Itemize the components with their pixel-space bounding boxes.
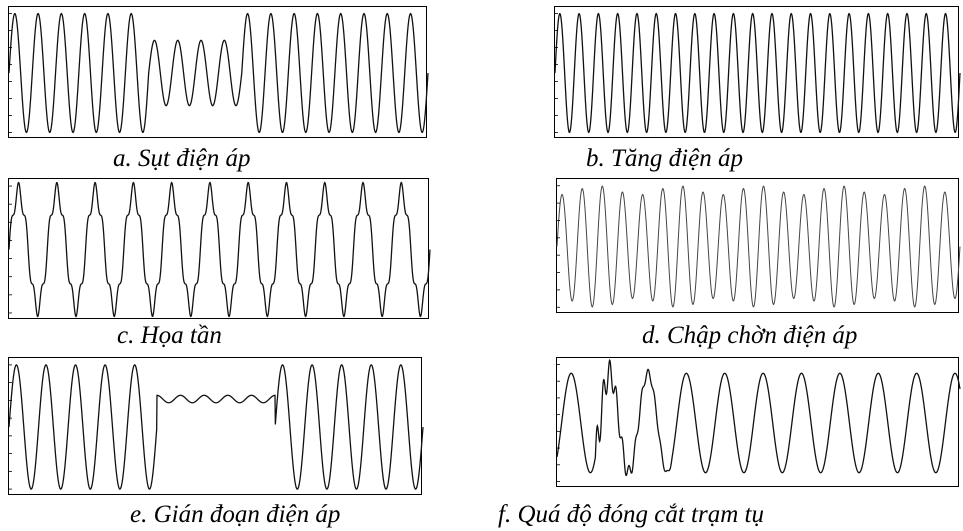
caption-harmonics: c. Họa tần [117,322,222,349]
plot-harmonics [8,178,431,319]
waveform-d [556,185,961,308]
waveform-b [554,12,961,134]
waveform-a [8,12,429,134]
caption-sag: a. Sụt điện áp [113,145,251,172]
plot-swell [554,6,961,138]
chart-flicker [556,185,961,308]
plot-capacitor-transient [556,357,961,487]
chart-swell [554,12,961,134]
caption-capacitor-transient: f. Quá độ đóng cắt trạm tụ [498,501,764,528]
chart-capacitor-transient [556,358,961,482]
waveform-c [8,181,431,318]
caption-swell: b. Tăng điện áp [586,145,743,172]
caption-flicker: d. Chập chờn điện áp [642,322,858,349]
waveform-e [8,364,424,490]
waveform-f [556,358,961,477]
chart-sag [8,12,429,134]
plot-sag [8,6,429,138]
caption-interruption: e. Gián đoạn điện áp [130,501,341,528]
chart-harmonics [8,181,431,318]
chart-interruption [8,364,424,490]
plot-flicker [556,178,961,313]
plot-interruption [8,357,424,495]
